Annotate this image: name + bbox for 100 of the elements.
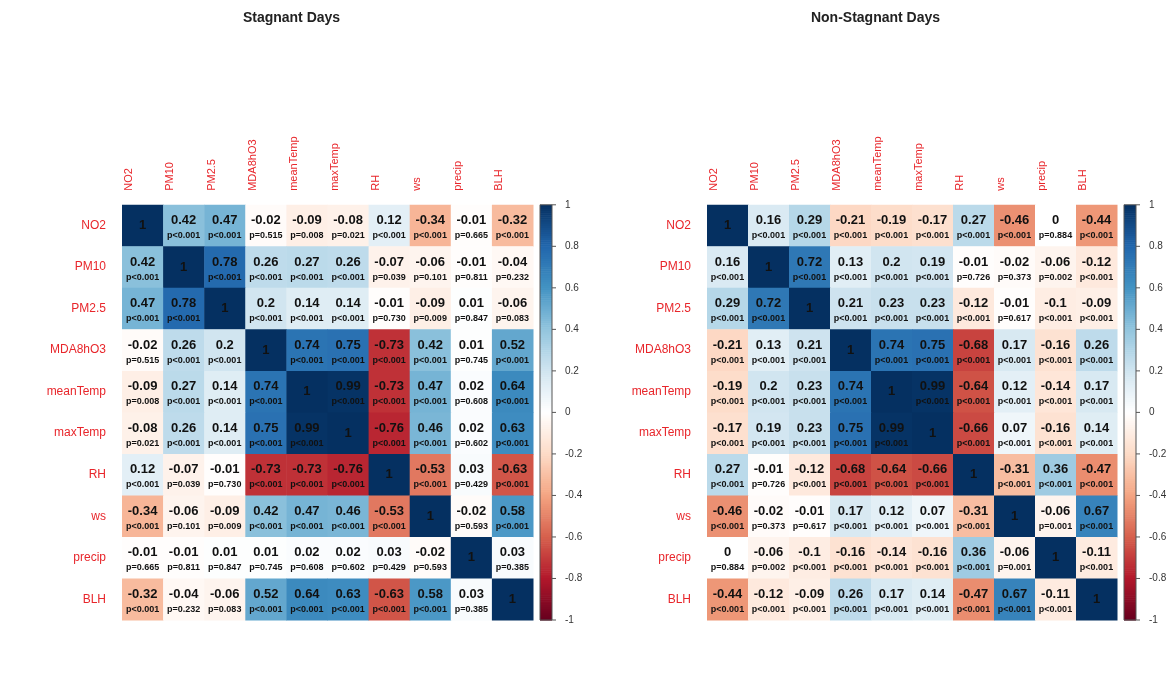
color-bar-label: -0.4 — [1149, 489, 1167, 501]
data-label: 0.12 p<0.001 — [125, 461, 160, 490]
data-label: 0.14 p<0.001 — [331, 295, 365, 324]
y-tick-label: MDA8hO3 — [49, 342, 107, 357]
y-tick-label: ws — [90, 508, 106, 523]
data-label: 0.17 p<0.001 — [874, 585, 909, 614]
color-bar-label: -0.8 — [565, 572, 583, 584]
data-label: -0.64 p<0.001 — [874, 461, 909, 490]
y-tick-label: meanTemp — [46, 383, 107, 398]
x-tick-label: meanTemp — [871, 136, 884, 191]
color-bar-label: -0.2 — [1149, 447, 1167, 459]
data-label: 0.36 p<0.001 — [956, 544, 991, 573]
data-label: -0.73 p<0.001 — [372, 336, 406, 365]
data-label: 0.58 p<0.001 — [495, 502, 530, 531]
x-tick-label: NO2 — [707, 168, 720, 191]
data-label: 0.52 p<0.001 — [249, 585, 283, 614]
data-label: 0.12 p<0.001 — [372, 212, 406, 241]
data-label: -0.73 p<0.001 — [372, 378, 406, 407]
data-label: 0.46 p<0.001 — [331, 502, 365, 531]
data-label: 0.64 p<0.001 — [290, 585, 324, 614]
data-label: -0.47 p<0.001 — [1079, 461, 1114, 490]
data-label: -0.1 p<0.001 — [792, 544, 827, 573]
data-label: -0.02 p=0.593 — [413, 544, 447, 573]
chart-title: Stagnant Days — [242, 9, 341, 26]
data-label: 0.99 p<0.001 — [915, 378, 950, 407]
chart-title: Non-Stagnant Days — [810, 9, 941, 26]
color-bar-label: -0.2 — [565, 447, 583, 459]
data-label: 0.26 p<0.001 — [167, 336, 201, 365]
x-tick-label: maxTemp — [327, 143, 340, 191]
data-label: -0.64 p<0.001 — [956, 378, 991, 407]
y-tick-label: NO2 — [666, 217, 692, 232]
data-label: 0.26 p<0.001 — [249, 253, 283, 282]
y-tick-label: MDA8hO3 — [634, 342, 692, 357]
data-label: -0.06 p=0.001 — [997, 544, 1032, 573]
data-label: 0.07 p<0.001 — [915, 502, 950, 531]
data-label: 0.14 p<0.001 — [290, 295, 324, 324]
y-tick-label: precip — [658, 550, 692, 565]
data-label: 1 — [969, 466, 978, 482]
data-label: 0.21 p<0.001 — [833, 295, 868, 324]
data-label: 0.23 p<0.001 — [874, 295, 909, 324]
data-label: 1 — [887, 383, 896, 399]
data-label: 1 — [221, 300, 229, 316]
x-tick-label: NO2 — [122, 168, 135, 191]
y-tick-label: ws — [675, 508, 691, 523]
data-label: -0.06 p=0.101 — [167, 502, 201, 531]
y-tick-label: meanTemp — [631, 383, 692, 398]
data-label: 0.27 p<0.001 — [167, 378, 201, 407]
data-label: -0.46 p<0.001 — [997, 212, 1032, 241]
data-label: -0.1 p<0.001 — [1038, 295, 1073, 324]
data-label: -0.01 p=0.730 — [208, 461, 242, 490]
color-bar-label: -0.6 — [1149, 530, 1167, 542]
data-label: 0.02 p=0.602 — [454, 419, 488, 448]
data-label: -0.01 p=0.617 — [997, 295, 1032, 324]
data-label: 0.12 p<0.001 — [874, 502, 909, 531]
color-bar-label: 1 — [1149, 198, 1155, 210]
data-label: -0.46 p<0.001 — [710, 502, 745, 531]
data-label: -0.53 p<0.001 — [372, 502, 406, 531]
x-tick-label: PM10 — [163, 162, 176, 191]
data-label: -0.47 p<0.001 — [956, 585, 991, 614]
data-label: -0.63 p<0.001 — [495, 461, 530, 490]
data-label: 0.17 p<0.001 — [1079, 378, 1114, 407]
data-label: -0.02 p=0.515 — [125, 336, 160, 365]
x-tick-label: ws — [994, 176, 1007, 192]
data-label: -0.12 p<0.001 — [1079, 253, 1114, 282]
data-label: 0.2 p<0.001 — [249, 295, 283, 324]
color-bar-label: -1 — [565, 613, 575, 625]
data-label: 1 — [426, 507, 434, 523]
data-label: 0.42 p<0.001 — [167, 212, 201, 241]
data-label: 0.02 p=0.608 — [454, 378, 488, 407]
data-label: -0.09 p=0.008 — [125, 378, 160, 407]
data-label: -0.66 p<0.001 — [915, 461, 950, 490]
data-label: -0.19 p<0.001 — [710, 378, 745, 407]
x-tick-label: meanTemp — [286, 136, 299, 191]
data-label: 0.17 p<0.001 — [997, 336, 1032, 365]
color-bar-label: 0.8 — [1149, 240, 1164, 252]
data-label: 0.16 p<0.001 — [751, 212, 786, 241]
x-tick-label: maxTemp — [912, 143, 925, 191]
data-label: -0.14 p<0.001 — [874, 544, 909, 573]
data-label: 1 — [1051, 549, 1060, 565]
data-label: 0.01 p=0.847 — [454, 295, 488, 324]
data-label: -0.16 p<0.001 — [915, 544, 950, 573]
data-label: -0.44 p<0.001 — [1079, 212, 1114, 241]
data-label: -0.12 p<0.001 — [792, 461, 827, 490]
data-label: 0.01 p=0.847 — [208, 544, 242, 573]
data-label: -0.17 p<0.001 — [915, 212, 950, 241]
data-label: 0.67 p<0.001 — [1079, 502, 1114, 531]
data-label: -0.76 p<0.001 — [372, 419, 406, 448]
data-label: -0.06 p=0.002 — [1038, 253, 1073, 282]
data-label: -0.32 p<0.001 — [495, 212, 530, 241]
data-label: -0.04 p=0.232 — [495, 253, 530, 282]
y-tick-label: BLH — [82, 591, 106, 606]
data-label: 0.47 p<0.001 — [125, 295, 160, 324]
x-tick-label: precip — [451, 160, 464, 191]
data-label: -0.06 p=0.083 — [495, 295, 530, 324]
data-label: -0.01 p=0.730 — [372, 295, 406, 324]
color-bar-label: 0 — [565, 406, 571, 418]
data-label: 0.63 p<0.001 — [495, 419, 530, 448]
color-bar-label: -0.4 — [565, 489, 583, 501]
data-label: -0.16 p<0.001 — [833, 544, 868, 573]
data-label: -0.68 p<0.001 — [956, 336, 991, 365]
